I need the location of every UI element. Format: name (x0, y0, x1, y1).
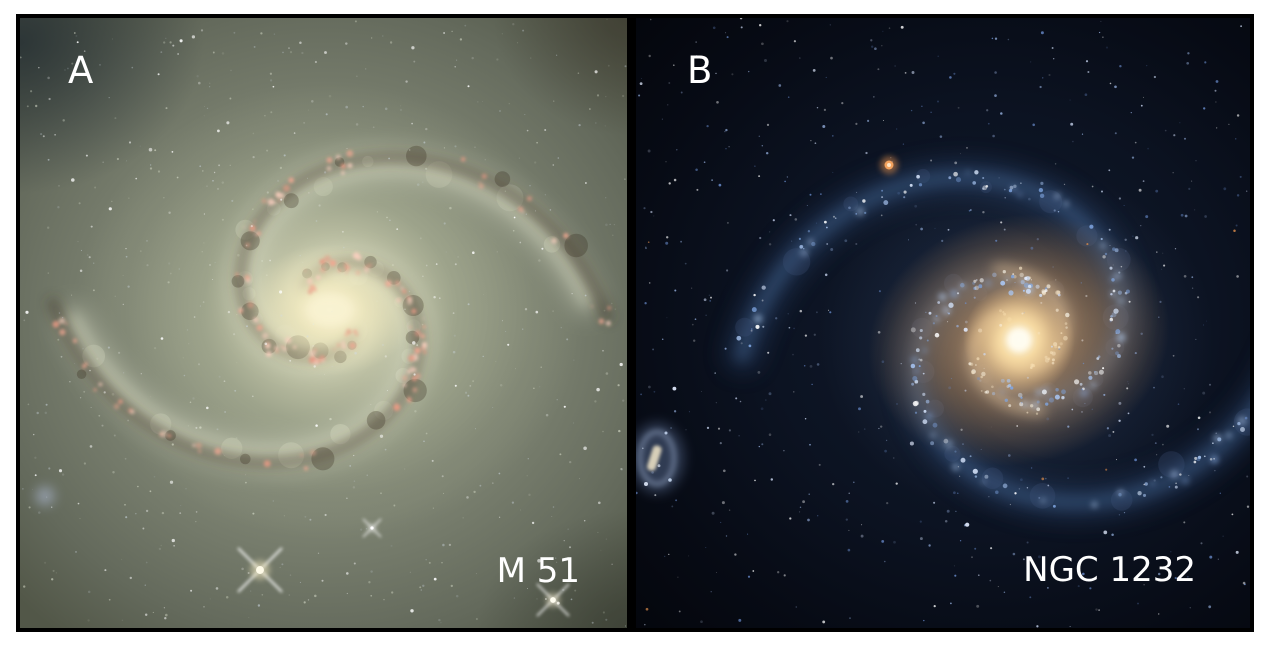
panel-b-label: B (687, 49, 713, 92)
panel-a-caption: M 51 (496, 551, 580, 591)
ngc1232-background-stars (636, 18, 1250, 628)
ngc1232-arm-star-clusters (736, 170, 1247, 508)
ngc1232-foreground-objects (636, 146, 898, 493)
panel-b-caption: NGC 1232 (1023, 550, 1196, 590)
figure-panel-b: B NGC 1232 (636, 18, 1250, 628)
m51-foreground-stars (36, 487, 570, 617)
ngc1232-core-glow (963, 284, 1075, 396)
figure-panel-a: A M 51 (20, 18, 627, 628)
panel-a-label: A (68, 49, 94, 92)
m51-hii-regions (52, 150, 612, 471)
ngc1232-cluster-halos (753, 170, 1126, 410)
galaxy-photo-m51 (20, 18, 627, 627)
two-panel-galaxy-figure: A M 51 B NGC 1232 (16, 14, 1254, 632)
galaxy-photo-ngc1232 (636, 18, 1250, 628)
m51-star-speckles (20, 18, 627, 627)
